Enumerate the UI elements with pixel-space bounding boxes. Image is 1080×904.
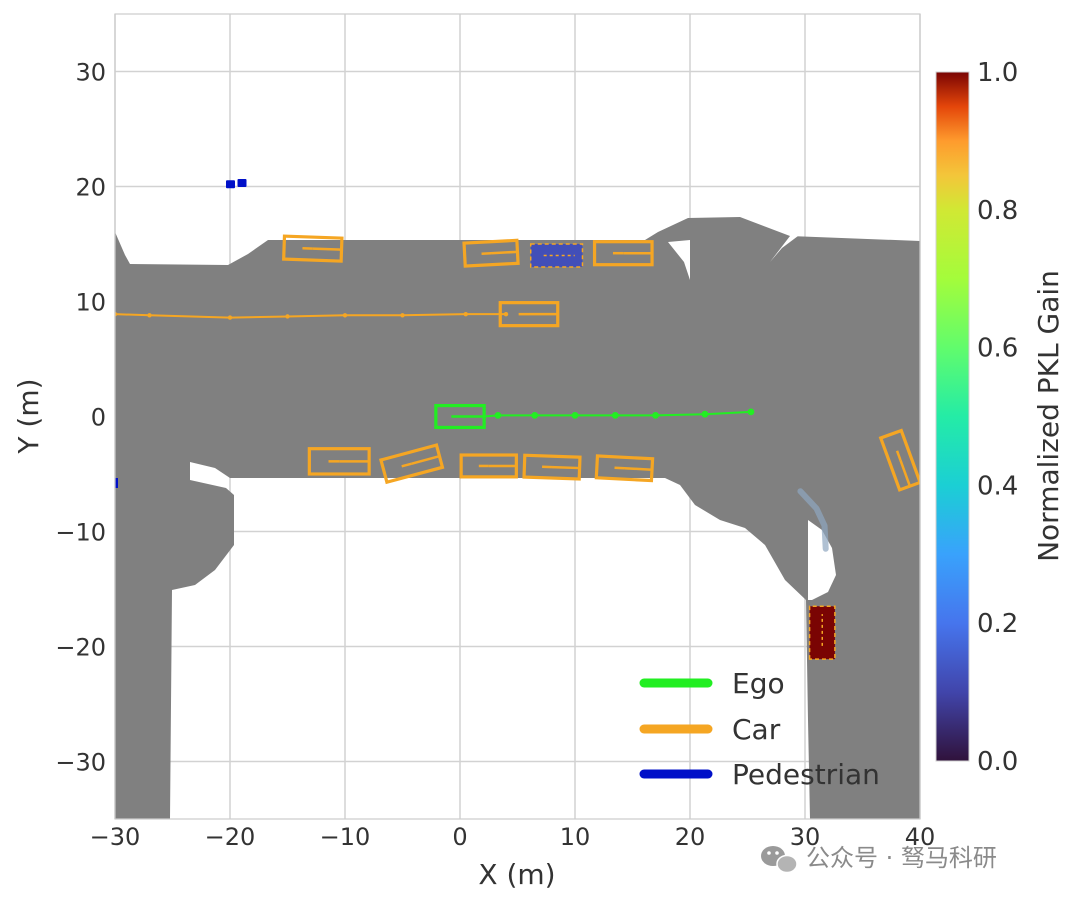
colorbar-gradient	[935, 71, 970, 762]
pedestrian-markers	[226, 179, 247, 189]
pedestrian-edge-marker	[115, 478, 118, 488]
road-gap-right	[808, 520, 836, 600]
ego-box	[434, 403, 486, 430]
colorbar-tick-label: 0.0	[977, 747, 1018, 777]
car-box	[592, 240, 654, 267]
car-trajectory-point	[227, 315, 233, 320]
road-main	[115, 217, 920, 819]
car-boxes	[282, 234, 920, 492]
car-box	[498, 301, 560, 328]
y-tick-label: 10	[75, 289, 106, 317]
car-box-outline	[462, 238, 520, 268]
car-box	[307, 447, 371, 476]
x-tick-label: 40	[905, 823, 936, 851]
colorbar-tick-label: 1.0	[977, 58, 1018, 88]
car-box-heading	[551, 465, 580, 470]
colorbar-tick-label: 0.8	[977, 196, 1018, 226]
ego-trajectory-point	[494, 411, 502, 419]
x-tick-label: 0	[452, 823, 467, 851]
car-trajectories	[115, 311, 509, 320]
y-axis-label: Y (m)	[12, 378, 45, 454]
legend-label-car: Car	[732, 713, 781, 746]
highlighted-pedestrian	[529, 243, 584, 268]
car-box	[282, 234, 344, 263]
x-tick-labels: −30 −20 −10 0 10 20 30 40	[90, 823, 936, 851]
y-tick-label: 20	[75, 174, 106, 202]
highlighted-objects	[529, 243, 836, 660]
legend-label-ego: Ego	[732, 667, 785, 700]
colorbar-tick-label: 0.6	[977, 334, 1018, 364]
legend: Ego Car Pedestrian	[639, 667, 880, 791]
car-box-center	[895, 450, 902, 461]
car-box-center	[401, 462, 413, 468]
ego-trajectory-point	[652, 411, 659, 419]
x-tick-label: −20	[205, 823, 256, 851]
car-box	[378, 443, 445, 485]
wechat-icon	[761, 846, 798, 874]
car-box-heading	[899, 459, 912, 487]
pedestrian-marker	[226, 180, 235, 189]
x-tick-label: 30	[790, 823, 821, 851]
colorbar-label: Normalized PKL Gain	[1032, 270, 1065, 562]
car-box-heading	[312, 247, 342, 251]
car-box	[459, 453, 518, 479]
colorbar: 1.0 0.8 0.6 0.4 0.2 0.0 Normalized PKL Gain	[935, 58, 1065, 777]
ego-trajectory-point	[747, 408, 755, 416]
ego-trajectory-line	[484, 410, 751, 418]
ego-trajectory-point	[701, 410, 709, 418]
car-box-heading	[624, 467, 653, 471]
y-tick-label: 30	[75, 59, 106, 87]
colorbar-tick-label: 0.2	[977, 609, 1018, 639]
colorbar-tick-label: 0.4	[977, 471, 1018, 501]
x-tick-label: 20	[675, 823, 706, 851]
y-tick-label: −20	[55, 634, 106, 662]
y-tick-labels: 30 20 10 0 −10 −20 −30	[55, 59, 106, 777]
ego-trajectory-point	[611, 411, 619, 419]
pedestrian-marker	[237, 179, 247, 188]
car-box	[594, 454, 655, 483]
legend-label-pedestrian: Pedestrian	[732, 758, 880, 791]
y-tick-label: −10	[55, 519, 106, 547]
x-tick-label: 10	[560, 823, 591, 851]
x-tick-label: −10	[320, 823, 371, 851]
car-trajectory-point	[463, 311, 468, 317]
ego-trajectory-point	[571, 411, 579, 419]
ego-vehicle	[434, 403, 755, 430]
car-trajectory-point	[342, 313, 348, 318]
watermark: 公众号 · 驽马科研	[761, 844, 997, 874]
ego-trajectory-point	[531, 411, 539, 419]
y-tick-label: −30	[55, 749, 106, 777]
car-trajectory-line	[115, 313, 506, 319]
plot-frame	[114, 13, 921, 820]
car-box	[522, 453, 582, 481]
car-trajectory-point	[400, 313, 405, 318]
car-box-heading	[490, 250, 518, 255]
faint-track	[797, 488, 829, 552]
car-trajectory-point	[503, 311, 509, 317]
colorbar-tick-labels: 1.0 0.8 0.6 0.4 0.2 0.0	[977, 58, 1018, 777]
car-box	[462, 238, 520, 268]
car-box-heading	[411, 455, 440, 465]
highlighted-car	[808, 605, 836, 660]
car-box-center	[614, 466, 625, 470]
car-box	[878, 428, 920, 492]
y-tick-label: 0	[91, 404, 106, 432]
drivable-area-map	[115, 217, 920, 819]
x-axis-label: X (m)	[478, 858, 555, 891]
car-trajectory-point	[147, 313, 152, 318]
x-tick-label: −30	[90, 823, 141, 851]
car-box-outline	[594, 454, 655, 483]
plot-area	[114, 13, 921, 820]
car-box-outline	[522, 453, 582, 481]
watermark-text: 公众号 · 驽马科研	[806, 844, 997, 872]
car-trajectory-point	[285, 314, 290, 319]
